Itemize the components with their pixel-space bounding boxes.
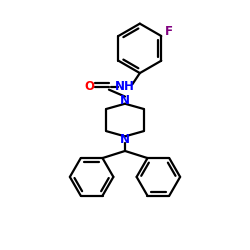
- Text: F: F: [165, 25, 173, 38]
- Text: N: N: [120, 94, 130, 107]
- Text: NH: NH: [115, 80, 135, 93]
- Text: O: O: [84, 80, 94, 93]
- Text: N: N: [120, 133, 130, 146]
